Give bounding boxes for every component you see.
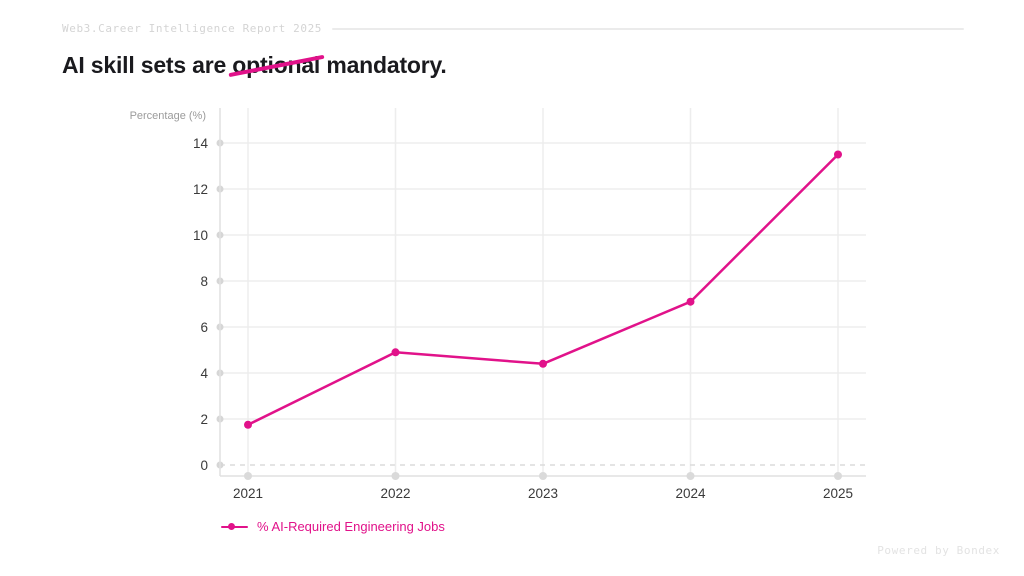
x-axis-tick-dot [391,472,400,480]
data-point [686,297,695,306]
y-tick-label: 12 [193,182,208,197]
x-axis-tick-dot [834,472,842,480]
y-tick-label: 4 [200,366,208,381]
x-axis-tick-dot [244,472,252,480]
legend-label: % AI-Required Engineering Jobs [257,519,445,534]
report-header: Web3.Career Intelligence Report 2025 [62,22,964,35]
powered-by-credit: Powered by Bondex [877,544,1000,557]
y-tick-label: 10 [193,228,208,243]
data-point [244,420,252,429]
y-tick-label: 0 [200,458,208,473]
y-tick-label: 8 [200,274,208,289]
x-tick-label: 2021 [233,486,263,501]
report-label: Web3.Career Intelligence Report 2025 [62,22,323,35]
y-tick-label: 14 [193,136,209,151]
page-title: AI skill sets are optional mandatory. [62,52,447,79]
data-point [391,348,400,357]
x-tick-label: 2024 [675,486,706,501]
data-point [539,359,547,368]
x-tick-label: 2022 [380,486,410,501]
header-divider-line [332,27,964,30]
y-tick-label: 2 [200,412,208,427]
title-struck-word: optional [232,52,321,78]
data-point [834,150,842,159]
x-tick-label: 2025 [823,486,853,501]
title-suffix: mandatory. [326,52,447,78]
title-prefix: AI skill sets are [62,52,227,78]
legend-line-marker-icon [221,520,248,534]
y-tick-label: 6 [200,320,208,335]
x-tick-label: 2023 [528,486,558,501]
x-axis-tick-dot [539,472,547,480]
x-axis-tick-dot [686,472,695,480]
y-axis-title: Percentage (%) [130,110,206,122]
chart-legend: % AI-Required Engineering Jobs [221,519,445,534]
